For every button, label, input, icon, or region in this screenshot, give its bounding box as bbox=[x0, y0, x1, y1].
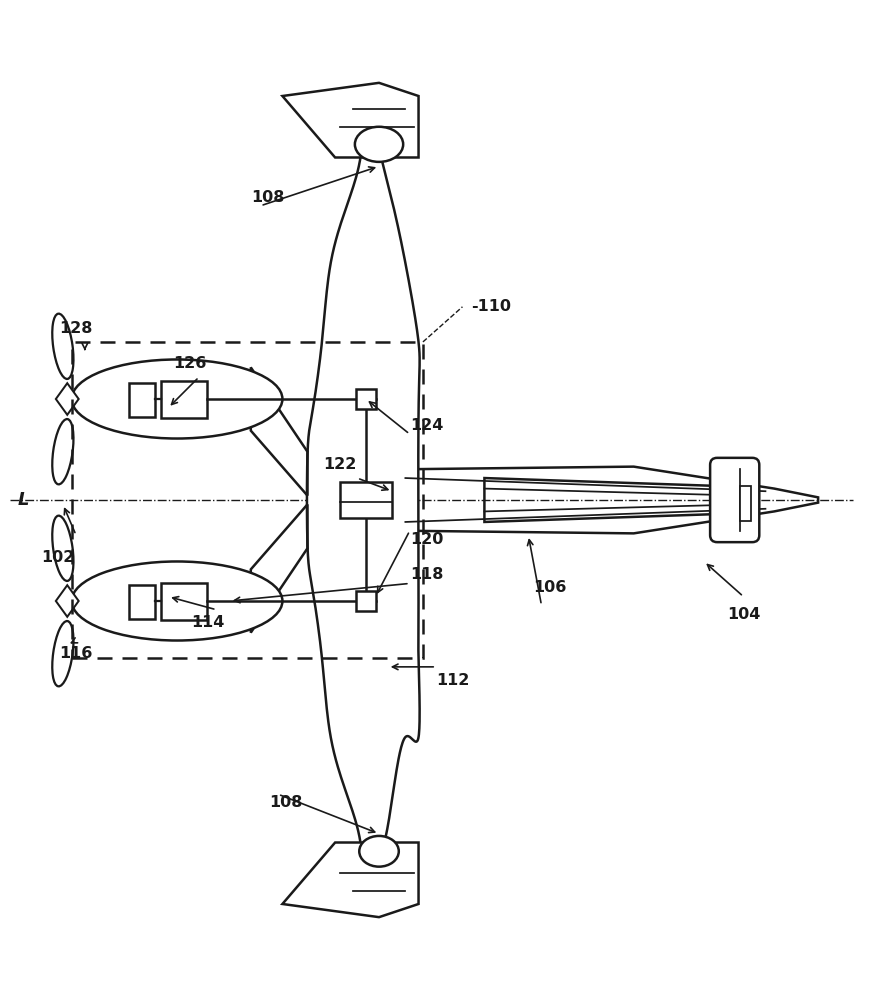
Polygon shape bbox=[485, 478, 757, 522]
Text: 124: 124 bbox=[410, 418, 443, 433]
Text: 108: 108 bbox=[270, 795, 302, 810]
Text: 108: 108 bbox=[252, 190, 285, 205]
Text: 116: 116 bbox=[59, 646, 93, 661]
Text: L: L bbox=[18, 491, 29, 509]
Text: 106: 106 bbox=[534, 580, 567, 595]
Polygon shape bbox=[56, 585, 78, 617]
Text: 126: 126 bbox=[174, 356, 207, 371]
Text: 114: 114 bbox=[191, 615, 225, 630]
Bar bbox=[71, 342, 423, 658]
Text: 104: 104 bbox=[727, 607, 760, 622]
Ellipse shape bbox=[52, 621, 73, 686]
Polygon shape bbox=[56, 383, 78, 415]
Text: 122: 122 bbox=[322, 457, 356, 472]
Ellipse shape bbox=[71, 359, 283, 439]
Polygon shape bbox=[307, 149, 419, 851]
Bar bbox=[161, 583, 207, 620]
Bar bbox=[356, 389, 375, 409]
Text: 102: 102 bbox=[41, 550, 74, 565]
Ellipse shape bbox=[52, 516, 73, 581]
Text: 118: 118 bbox=[410, 567, 443, 582]
Bar bbox=[740, 486, 751, 521]
Ellipse shape bbox=[52, 419, 73, 484]
Bar bbox=[356, 591, 375, 611]
Polygon shape bbox=[283, 843, 418, 917]
Text: 128: 128 bbox=[59, 321, 93, 336]
Ellipse shape bbox=[355, 127, 403, 162]
Text: 120: 120 bbox=[410, 532, 443, 547]
Bar bbox=[129, 585, 155, 619]
Bar bbox=[161, 381, 207, 418]
Ellipse shape bbox=[71, 561, 283, 641]
Text: -110: -110 bbox=[471, 299, 511, 314]
Polygon shape bbox=[405, 467, 818, 533]
Polygon shape bbox=[283, 83, 418, 157]
Ellipse shape bbox=[359, 836, 399, 867]
Polygon shape bbox=[251, 367, 307, 496]
Polygon shape bbox=[251, 504, 307, 633]
Ellipse shape bbox=[52, 314, 73, 379]
Bar bbox=[339, 482, 392, 518]
FancyBboxPatch shape bbox=[710, 458, 759, 542]
Bar bbox=[129, 383, 155, 417]
Text: 112: 112 bbox=[436, 673, 470, 688]
